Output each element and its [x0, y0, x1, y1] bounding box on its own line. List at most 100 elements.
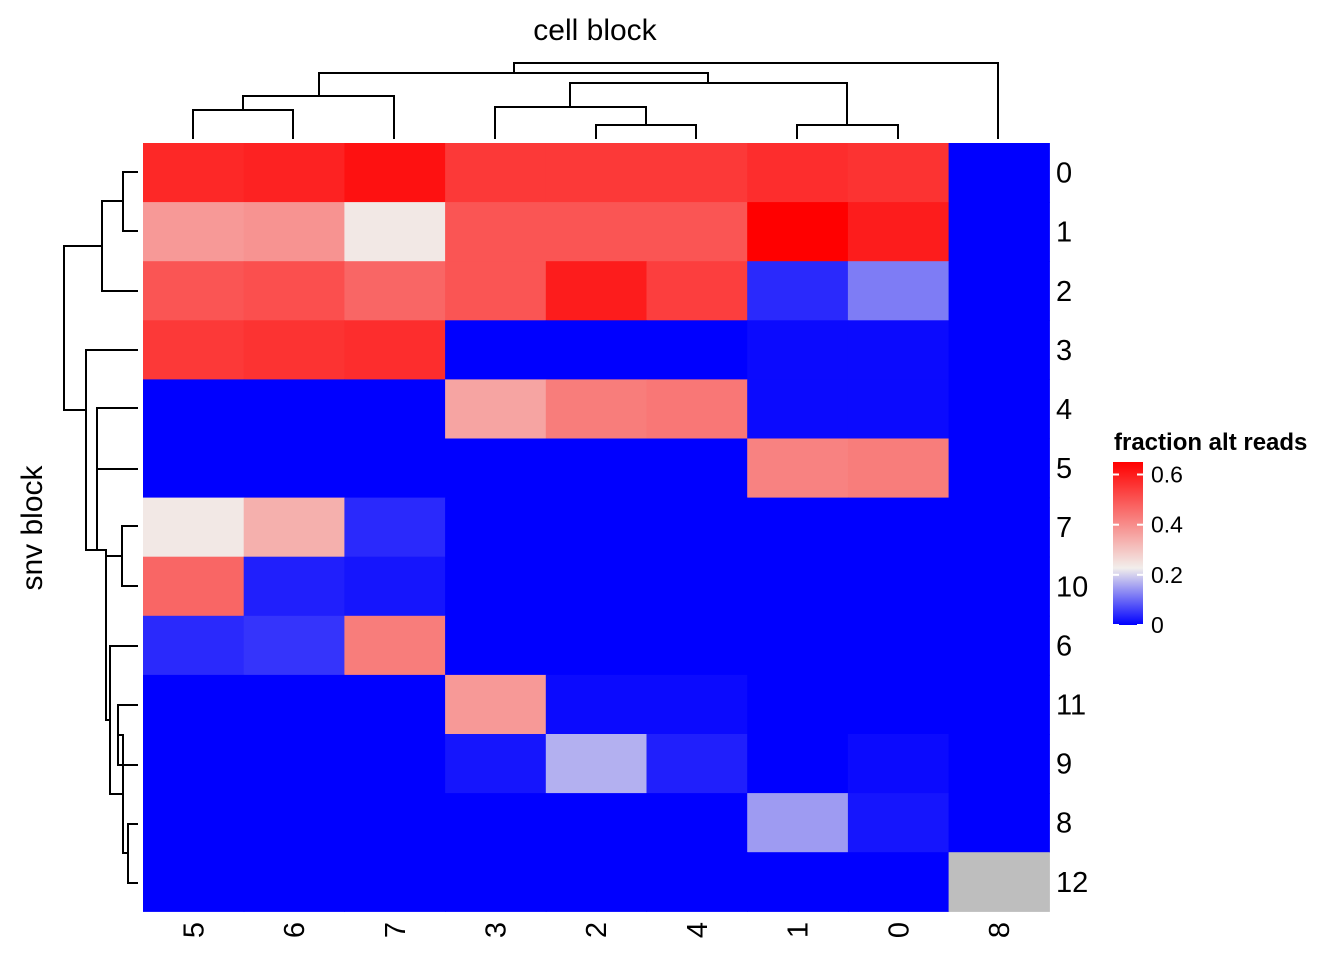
heatmap-cell [747, 143, 849, 203]
heatmap-cell [344, 674, 446, 735]
heatmap-cell [747, 852, 849, 912]
heatmap-cell [445, 793, 547, 853]
heatmap-cell [747, 438, 849, 499]
row-label: 12 [1056, 867, 1088, 899]
heatmap-cell [545, 379, 648, 440]
heatmap-cell [243, 615, 345, 676]
heatmap-cell [344, 556, 446, 617]
heatmap-cell [445, 379, 547, 440]
heatmap-cell [445, 852, 547, 912]
heatmap-cell [646, 143, 748, 203]
column-dendrogram [192, 62, 999, 139]
heatmap-cell [747, 556, 849, 617]
heatmap-cell [344, 320, 446, 380]
heatmap-cell [948, 793, 1050, 853]
heatmap-cell [545, 793, 648, 853]
heatmap-cell [445, 674, 547, 735]
heatmap-cell [344, 143, 446, 203]
heatmap-cell [948, 615, 1050, 676]
heatmap-cell [243, 438, 345, 499]
column-label: 5 [178, 922, 210, 938]
heatmap-cell [243, 261, 345, 321]
color-legend: fraction alt reads 0.6 0.4 0.2 0 [1113, 429, 1307, 638]
heatmap-cell [646, 497, 748, 558]
legend-color-bar [1113, 462, 1143, 625]
heatmap-cell [847, 320, 950, 380]
heatmap-cell [948, 202, 1050, 262]
heatmap-cell [646, 202, 748, 262]
row-label: 2 [1056, 276, 1072, 308]
row-label: 7 [1056, 512, 1072, 544]
row-label: 10 [1056, 571, 1088, 603]
heatmap-cell [143, 202, 245, 262]
heatmap-cell [646, 615, 748, 676]
heatmap-cell [143, 320, 245, 380]
heatmap-cell [948, 497, 1050, 558]
heatmap-cell [747, 615, 849, 676]
heatmap-cell [948, 556, 1050, 617]
column-labels: 5 6 7 3 2 4 1 0 8 [178, 922, 1016, 938]
heatmap-cell [646, 379, 748, 440]
heatmap-cell [646, 852, 748, 912]
row-axis-title: snv block [16, 464, 49, 590]
heatmap-cell [545, 556, 648, 617]
heatmap-cell [344, 852, 446, 912]
heatmap-cell [344, 379, 446, 440]
heatmap-cell [747, 497, 849, 558]
heatmap-cell [143, 615, 245, 676]
heatmap-cell [344, 261, 446, 321]
heatmap-cell [445, 438, 547, 499]
heatmap-cell [545, 615, 648, 676]
heatmap-cell [847, 379, 950, 440]
heatmap-cell [646, 556, 748, 617]
heatmap-cell [143, 734, 245, 794]
heatmap-cell [243, 734, 345, 794]
heatmap-cell [847, 734, 950, 794]
heatmap-cell [143, 556, 245, 617]
heatmap-cell [445, 615, 547, 676]
legend-tick-label: 0.4 [1151, 512, 1183, 538]
heatmap-cell [445, 497, 547, 558]
legend-tick-label: 0 [1151, 612, 1164, 638]
heatmap-cell [948, 379, 1050, 440]
heatmap-cell [143, 852, 245, 912]
heatmap-cell [445, 556, 547, 617]
heatmap-cell [243, 793, 345, 853]
row-label: 0 [1056, 158, 1072, 190]
heatmap-cell [847, 615, 950, 676]
heatmap-cell [847, 852, 950, 912]
heatmap-cell [445, 320, 547, 380]
heatmap-cell [545, 734, 648, 794]
heatmap-cell [243, 497, 345, 558]
heatmap-cell [847, 261, 950, 321]
heatmap-cell [445, 202, 547, 262]
row-label: 4 [1056, 394, 1072, 426]
heatmap-cell [948, 674, 1050, 735]
column-label: 0 [883, 922, 915, 938]
legend-tick-label: 0.2 [1151, 562, 1183, 588]
row-label: 9 [1056, 749, 1072, 781]
heatmap-cell [948, 438, 1050, 499]
heatmap-cell [646, 734, 748, 794]
heatmap-cell [143, 793, 245, 853]
heatmap-cell [143, 261, 245, 321]
heatmap-cell [847, 143, 950, 203]
heatmap-cell [747, 734, 849, 794]
row-label: 6 [1056, 630, 1072, 662]
heatmap-cell [344, 734, 446, 794]
heatmap-cell [143, 497, 245, 558]
heatmap-cells [143, 143, 1050, 912]
heatmap-cell [847, 202, 950, 262]
row-label: 1 [1056, 217, 1072, 249]
heatmap-cell [747, 202, 849, 262]
heatmap-cell [243, 320, 345, 380]
heatmap-cell [243, 674, 345, 735]
heatmap-cell [948, 143, 1050, 203]
legend-tick-label: 0.6 [1151, 462, 1183, 488]
heatmap-cell [243, 202, 345, 262]
heatmap-cell [445, 734, 547, 794]
row-label: 3 [1056, 335, 1072, 367]
heatmap-cell [445, 261, 547, 321]
